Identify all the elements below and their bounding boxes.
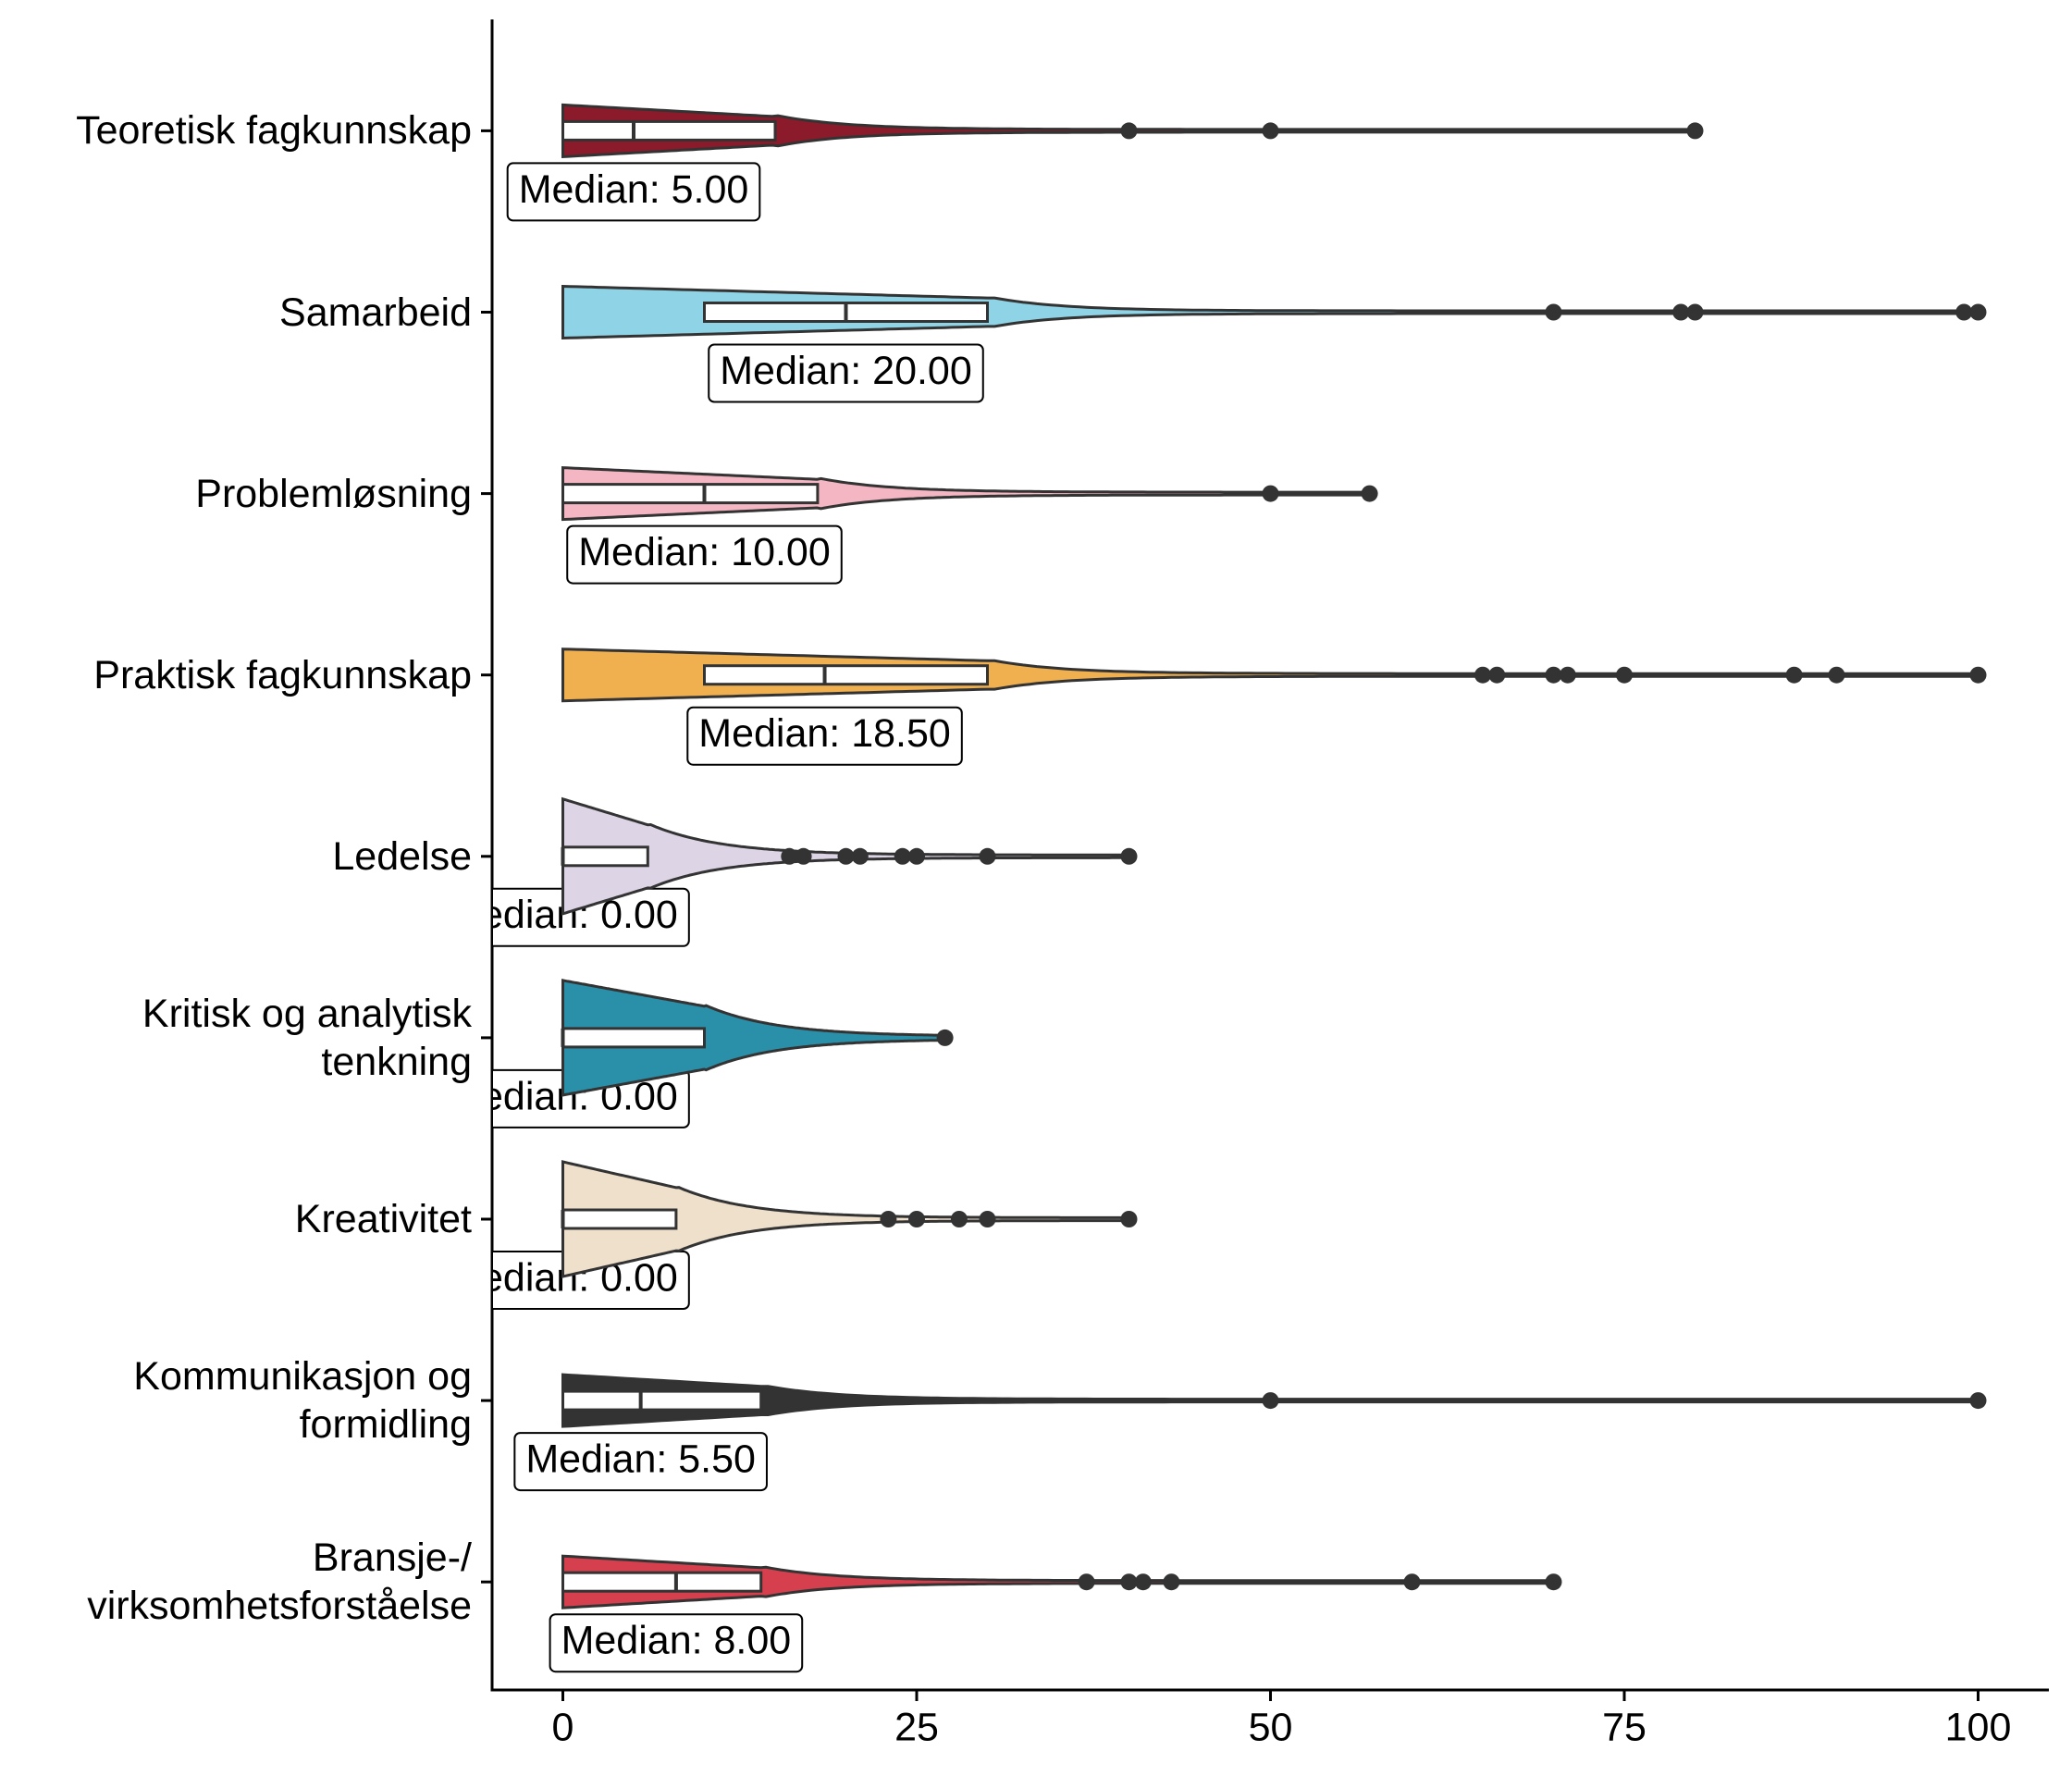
outlier-point: [795, 847, 812, 865]
outlier-point: [1559, 666, 1576, 684]
outlier-point: [979, 847, 996, 865]
x-tick-label: 100: [1945, 1705, 2012, 1749]
outlier-point: [837, 847, 855, 865]
box: [561, 1389, 763, 1412]
outlier-point: [1474, 666, 1491, 684]
outlier-point: [1262, 1392, 1279, 1410]
x-tick-label: 25: [894, 1705, 939, 1749]
median-label: Median: 5.00: [506, 162, 761, 222]
category-label: Teoretisk fagkunnskap: [76, 108, 472, 154]
outlier-point: [1120, 1211, 1138, 1227]
category-label: Samarbeid: [279, 290, 472, 335]
category-label: Problemløsning: [195, 471, 472, 516]
outlier-point: [950, 1211, 968, 1227]
box: [561, 845, 649, 868]
median-label-box: [506, 162, 761, 222]
median-label-text: Median: 8.00: [561, 1619, 792, 1663]
x-tick-label: 0: [552, 1705, 574, 1749]
category-label: Praktisk fagkunnskap: [93, 652, 472, 697]
outlier-point: [894, 847, 911, 865]
category-label: Bransje-/ virksomhetsforståelse: [87, 1536, 472, 1629]
median-label-box: [549, 1613, 804, 1673]
outlier-point: [1361, 485, 1378, 502]
outlier-point: [1686, 122, 1704, 140]
outlier-point: [1120, 847, 1138, 865]
median-label: Median: 10.00: [566, 524, 843, 585]
box: [561, 483, 820, 505]
median-label-box: [513, 1432, 768, 1492]
outlier-point: [1488, 666, 1506, 684]
median-label: Median: 5.50: [513, 1432, 768, 1492]
category-label: Kommunikasjon og formidling: [133, 1354, 472, 1448]
x-tick-label: 50: [1249, 1705, 1293, 1749]
outlier-point: [1969, 1392, 1987, 1410]
median-label-text: Median: 20.00: [720, 349, 972, 393]
median-label: Median: 20.00: [708, 343, 984, 403]
outlier-point: [1545, 666, 1562, 684]
median-label-text: Median: 10.00: [578, 530, 831, 574]
box: [561, 1208, 678, 1230]
outlier-point: [908, 847, 925, 865]
median-labels: Median: 5.00 Median: 20.00 Median: 10.00 Me…: [493, 162, 984, 1673]
outlier-point: [1828, 666, 1845, 684]
box: [703, 664, 989, 686]
median-label-box: [686, 706, 963, 766]
median-label: Median: 8.00: [549, 1613, 804, 1673]
outlier-point: [1969, 666, 1987, 684]
median-label-text: Median: 18.50: [698, 711, 951, 756]
outlier-point: [1120, 122, 1138, 140]
median-label-box: [566, 524, 843, 585]
outlier-point: [1616, 666, 1633, 684]
outlier-point: [1969, 303, 1987, 321]
outlier-point: [1163, 1573, 1180, 1591]
x-tick-label: 75: [1602, 1705, 1646, 1749]
outlier-point: [1785, 666, 1803, 684]
category-label: Ledelse: [332, 833, 472, 879]
outlier-point: [936, 1029, 954, 1046]
median-label-text: Median: 5.50: [525, 1437, 756, 1481]
outlier-point: [1262, 485, 1279, 502]
category-label: Kritisk og analytisk tenkning: [142, 991, 472, 1084]
outlier-point: [1262, 122, 1279, 140]
box: [561, 1027, 706, 1049]
median-label: Median: 0.00: [493, 1251, 690, 1310]
outlier-point: [880, 1211, 897, 1227]
outlier-point: [979, 1211, 996, 1227]
outlier-point: [1134, 1573, 1152, 1591]
box: [561, 1571, 763, 1593]
outlier-point: [1672, 303, 1690, 321]
category-label: Kreativitet: [294, 1197, 472, 1241]
median-label-text: Median: 5.00: [519, 167, 749, 212]
outlier-point: [781, 847, 798, 865]
outlier-point: [908, 1211, 925, 1227]
box: [561, 119, 777, 142]
outlier-point: [1403, 1573, 1421, 1591]
outlier-point: [1120, 1573, 1138, 1591]
median-label: Median: 18.50: [686, 706, 963, 766]
outlier-point: [1545, 303, 1562, 321]
outlier-point: [1955, 303, 1973, 321]
median-label-box: [708, 343, 984, 403]
outlier-point: [1078, 1573, 1095, 1591]
outlier-point: [1545, 1573, 1562, 1591]
outlier-point: [1686, 303, 1704, 321]
outlier-point: [851, 847, 869, 865]
